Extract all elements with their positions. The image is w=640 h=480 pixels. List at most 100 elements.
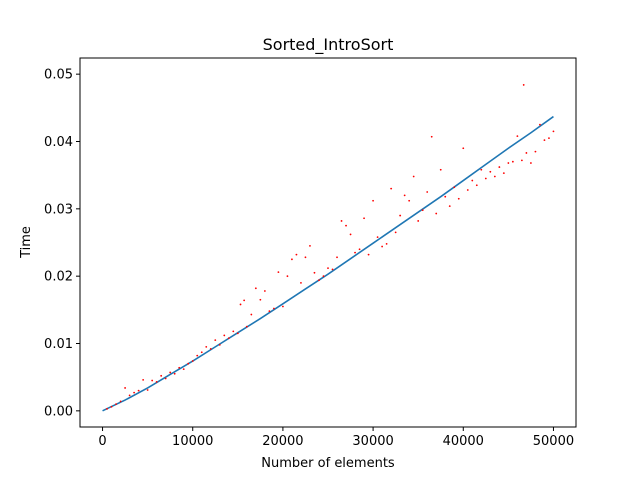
data-point: [354, 251, 356, 254]
data-point: [106, 407, 108, 410]
data-point: [200, 351, 203, 354]
data-point: [209, 347, 212, 350]
y-tick-label: 0.05: [44, 68, 73, 83]
data-point: [530, 162, 532, 164]
data-point: [471, 179, 474, 182]
data-point: [511, 160, 514, 163]
data-point: [268, 310, 271, 313]
data-point: [552, 130, 555, 133]
data-point: [475, 184, 478, 187]
data-point: [516, 135, 519, 138]
data-point: [376, 236, 379, 239]
data-point: [282, 305, 284, 308]
data-point: [110, 405, 113, 408]
data-point: [522, 84, 525, 86]
data-point: [327, 267, 329, 269]
data-point: [259, 298, 262, 301]
data-point: [272, 307, 275, 310]
data-point: [300, 282, 302, 284]
data-point: [331, 268, 334, 271]
axes-frame: [79, 57, 577, 428]
data-point: [525, 152, 528, 154]
x-tick-label: 10000: [172, 434, 213, 449]
data-point: [309, 244, 311, 247]
data-point: [480, 168, 483, 171]
x-tick-label: 40000: [443, 434, 484, 449]
data-point: [239, 303, 242, 306]
y-tick-label: 0.03: [44, 202, 73, 217]
data-point: [191, 360, 194, 362]
data-point: [520, 159, 523, 162]
data-point: [340, 220, 343, 222]
data-point: [367, 253, 370, 256]
data-point: [336, 256, 338, 259]
data-point: [543, 139, 546, 142]
y-axis-label: Time: [19, 226, 34, 259]
data-point: [164, 377, 167, 380]
data-point: [412, 175, 415, 178]
data-point: [322, 275, 325, 278]
data-point: [457, 197, 460, 200]
data-point: [250, 313, 253, 316]
data-point: [196, 354, 199, 357]
data-point: [313, 271, 316, 274]
x-tick-label: 50000: [533, 434, 574, 449]
data-point: [462, 147, 465, 150]
data-point: [507, 162, 510, 164]
data-point: [345, 224, 347, 227]
data-point: [548, 137, 550, 140]
data-point: [151, 379, 154, 382]
data-point: [142, 378, 145, 381]
data-point: [223, 334, 226, 337]
data-point: [502, 172, 505, 175]
data-point: [227, 337, 230, 340]
data-point: [245, 325, 248, 328]
data-point: [119, 400, 122, 403]
data-point: [124, 387, 126, 389]
data-point: [439, 168, 442, 171]
data-point: [453, 186, 456, 189]
y-tick-label: 0.00: [44, 404, 73, 419]
data-point: [295, 253, 298, 256]
data-point: [417, 220, 420, 222]
data-point: [390, 187, 393, 190]
data-point: [254, 287, 257, 290]
x-tick-label: 20000: [262, 434, 303, 449]
data-point: [155, 380, 158, 383]
y-tick-label: 0.01: [44, 337, 73, 352]
data-point: [539, 123, 541, 126]
data-point: [243, 299, 246, 302]
x-tick-label: 30000: [352, 434, 393, 449]
y-axis: 0.00 0.01 0.02 0.03 0.04 0.05: [44, 68, 80, 419]
data-point: [534, 150, 537, 153]
data-point: [399, 214, 402, 217]
data-point: [178, 366, 181, 369]
data-point: [187, 362, 190, 365]
data-point: [363, 217, 365, 220]
data-point: [448, 205, 451, 208]
data-point: [236, 332, 239, 335]
data-point: [304, 256, 307, 259]
x-tick-label: 0: [98, 434, 106, 449]
data-point: [444, 195, 447, 198]
data-point: [263, 290, 266, 292]
data-point: [137, 389, 140, 392]
data-point: [408, 199, 411, 202]
data-point: [133, 391, 136, 394]
data-point: [372, 199, 374, 202]
data-point: [430, 135, 433, 138]
chart-title: Sorted_IntroSort: [263, 35, 394, 55]
data-point: [349, 233, 352, 236]
data-point: [385, 242, 388, 245]
data-point: [426, 191, 429, 193]
data-point: [381, 245, 384, 248]
x-axis-label: Number of elements: [261, 456, 395, 471]
data-point: [169, 371, 172, 374]
data-point: [493, 175, 496, 178]
data-point: [498, 166, 501, 168]
y-tick-label: 0.04: [44, 135, 73, 150]
plot-area: [102, 84, 555, 412]
data-point: [232, 330, 235, 333]
data-point: [394, 231, 397, 234]
data-point: [205, 345, 208, 348]
